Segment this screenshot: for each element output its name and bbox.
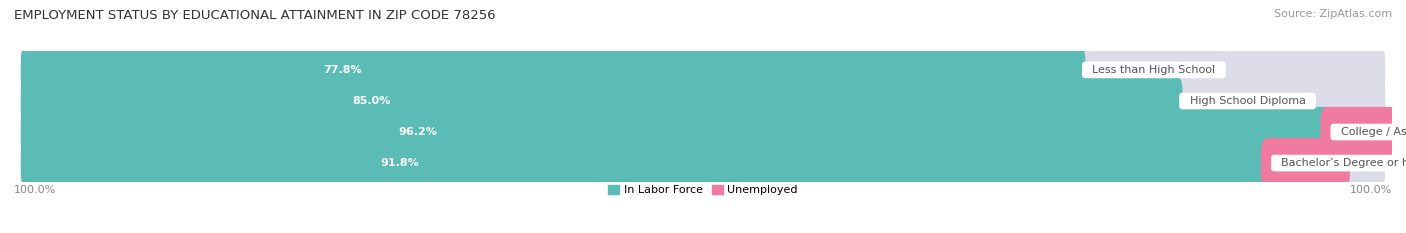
Text: 77.8%: 77.8%	[323, 65, 363, 75]
FancyBboxPatch shape	[21, 76, 1182, 126]
FancyBboxPatch shape	[21, 76, 1385, 126]
FancyBboxPatch shape	[21, 138, 1385, 188]
FancyBboxPatch shape	[1261, 138, 1350, 188]
FancyBboxPatch shape	[21, 107, 1334, 157]
Text: 0.0%: 0.0%	[1209, 96, 1237, 106]
Text: 0.0%: 0.0%	[1112, 65, 1140, 75]
Text: 100.0%: 100.0%	[1350, 185, 1392, 195]
Text: 91.8%: 91.8%	[380, 158, 419, 168]
FancyBboxPatch shape	[21, 45, 1385, 95]
Text: High School Diploma: High School Diploma	[1182, 96, 1313, 106]
Legend: In Labor Force, Unemployed: In Labor Force, Unemployed	[603, 180, 803, 200]
Text: Bachelor’s Degree or higher: Bachelor’s Degree or higher	[1274, 158, 1406, 168]
Text: Source: ZipAtlas.com: Source: ZipAtlas.com	[1274, 9, 1392, 19]
FancyBboxPatch shape	[21, 45, 1085, 95]
Text: EMPLOYMENT STATUS BY EDUCATIONAL ATTAINMENT IN ZIP CODE 78256: EMPLOYMENT STATUS BY EDUCATIONAL ATTAINM…	[14, 9, 496, 22]
FancyBboxPatch shape	[21, 138, 1274, 188]
Text: 85.0%: 85.0%	[353, 96, 391, 106]
Text: 96.2%: 96.2%	[398, 127, 437, 137]
Text: College / Associate Degree: College / Associate Degree	[1334, 127, 1406, 137]
Text: 5.6%: 5.6%	[1371, 158, 1399, 168]
Text: Less than High School: Less than High School	[1085, 65, 1222, 75]
FancyBboxPatch shape	[1320, 107, 1406, 157]
Text: 100.0%: 100.0%	[14, 185, 56, 195]
FancyBboxPatch shape	[21, 107, 1385, 157]
